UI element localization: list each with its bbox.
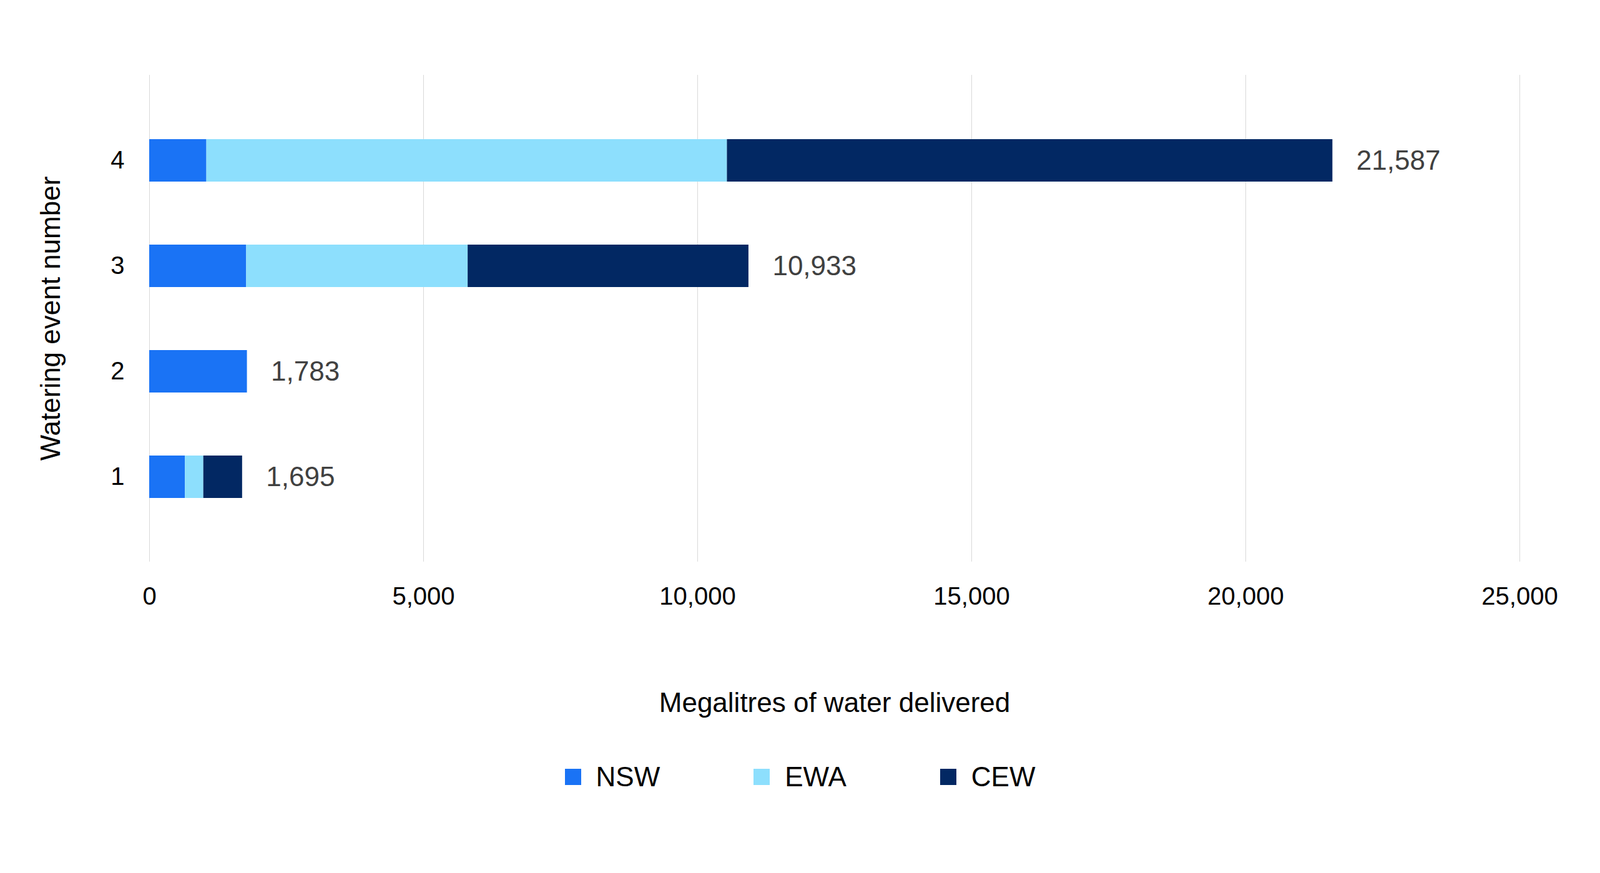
svg-text:20,000: 20,000 — [1207, 582, 1284, 610]
svg-text:Megalitres of water delivered: Megalitres of water delivered — [659, 687, 1011, 718]
svg-text:2: 2 — [110, 357, 125, 385]
svg-text:0: 0 — [142, 582, 157, 610]
html-text:NSW: NSW — [595, 761, 660, 793]
svg-text:1,695: 1,695 — [265, 461, 335, 492]
svg-text:1: 1 — [110, 462, 125, 491]
html-text:CEW: CEW — [971, 761, 1036, 793]
svg-text:4: 4 — [110, 146, 125, 174]
svg-text:10,933: 10,933 — [772, 250, 857, 281]
svg-text:10,000: 10,000 — [659, 582, 736, 610]
html-text:EWA: EWA — [784, 761, 847, 793]
svg-text:25,000: 25,000 — [1481, 582, 1558, 610]
svg-text:Watering event number: Watering event number — [34, 176, 66, 462]
svg-text:1,783: 1,783 — [270, 355, 340, 387]
svg-text:3: 3 — [110, 251, 125, 280]
svg-text:15,000: 15,000 — [933, 582, 1010, 610]
svg-text:21,587: 21,587 — [1356, 144, 1441, 176]
svg-text:5,000: 5,000 — [392, 582, 455, 610]
